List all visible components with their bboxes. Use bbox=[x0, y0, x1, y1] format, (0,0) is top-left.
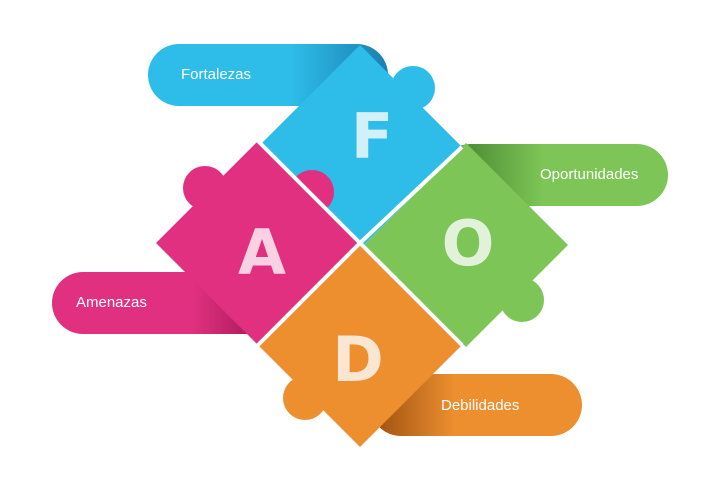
puzzle-piece-a-knob-right bbox=[290, 170, 334, 214]
puzzle-piece-a-knob-top bbox=[183, 166, 227, 210]
tab-fortalezas-label: Fortalezas bbox=[181, 66, 251, 83]
tab-amenazas-label: Amenazas bbox=[76, 294, 147, 311]
letter-o: O bbox=[442, 207, 495, 280]
separator-f-o bbox=[358, 145, 464, 245]
letter-d: D bbox=[332, 323, 383, 396]
puzzle-piece-d-knob bbox=[283, 376, 327, 420]
tab-debilidades: Debilidades bbox=[370, 374, 582, 436]
puzzle-piece-f-knob bbox=[391, 66, 435, 110]
letter-f: F bbox=[351, 100, 393, 173]
separator-o-d bbox=[358, 241, 464, 347]
separator-a-d bbox=[256, 241, 362, 347]
tab-oportunidades-label: Oportunidades bbox=[540, 166, 638, 183]
puzzle-piece-o-knob bbox=[500, 278, 544, 322]
piece-separators bbox=[256, 139, 464, 347]
tab-debilidades-bg bbox=[370, 374, 582, 436]
letter-a: A bbox=[238, 216, 286, 289]
separator-f-a bbox=[256, 139, 362, 245]
tab-debilidades-label: Debilidades bbox=[441, 397, 519, 414]
